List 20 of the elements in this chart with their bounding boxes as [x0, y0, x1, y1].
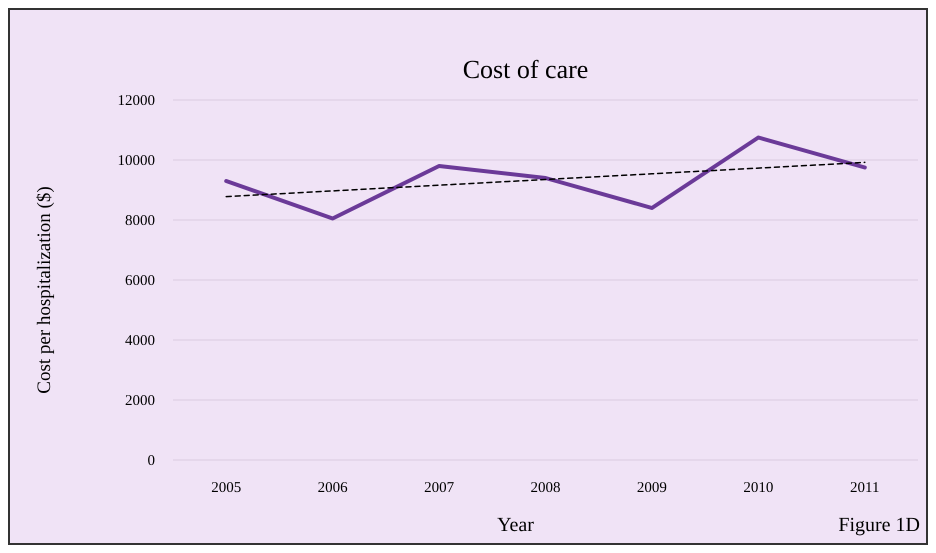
- x-tick-label: 2005: [211, 480, 242, 496]
- y-tick-label: 4000: [125, 333, 155, 349]
- y-tick-label: 6000: [125, 273, 155, 289]
- x-tick-label: 2007: [424, 480, 455, 496]
- y-tick-label: 0: [148, 453, 155, 469]
- line-series: [225, 162, 866, 198]
- y-tick-label: 10000: [118, 153, 155, 169]
- x-tick-label: 2011: [850, 480, 880, 496]
- line-series: [224, 136, 867, 220]
- y-tick-label: 2000: [125, 393, 155, 409]
- chart-title: Cost of care: [462, 55, 588, 84]
- x-tick-label: 2010: [743, 480, 774, 496]
- x-tick-label: 2006: [318, 480, 348, 496]
- caption: Figure 1D: [838, 514, 920, 536]
- x-tick-label: 2009: [636, 480, 667, 496]
- y-tick-label: 12000: [118, 93, 155, 109]
- x-axis-title: Year: [497, 514, 534, 536]
- y-axis-title: Cost per hospitalization ($): [34, 186, 55, 394]
- x-tick-label: 2008: [530, 480, 560, 496]
- y-tick-label: 8000: [125, 213, 155, 229]
